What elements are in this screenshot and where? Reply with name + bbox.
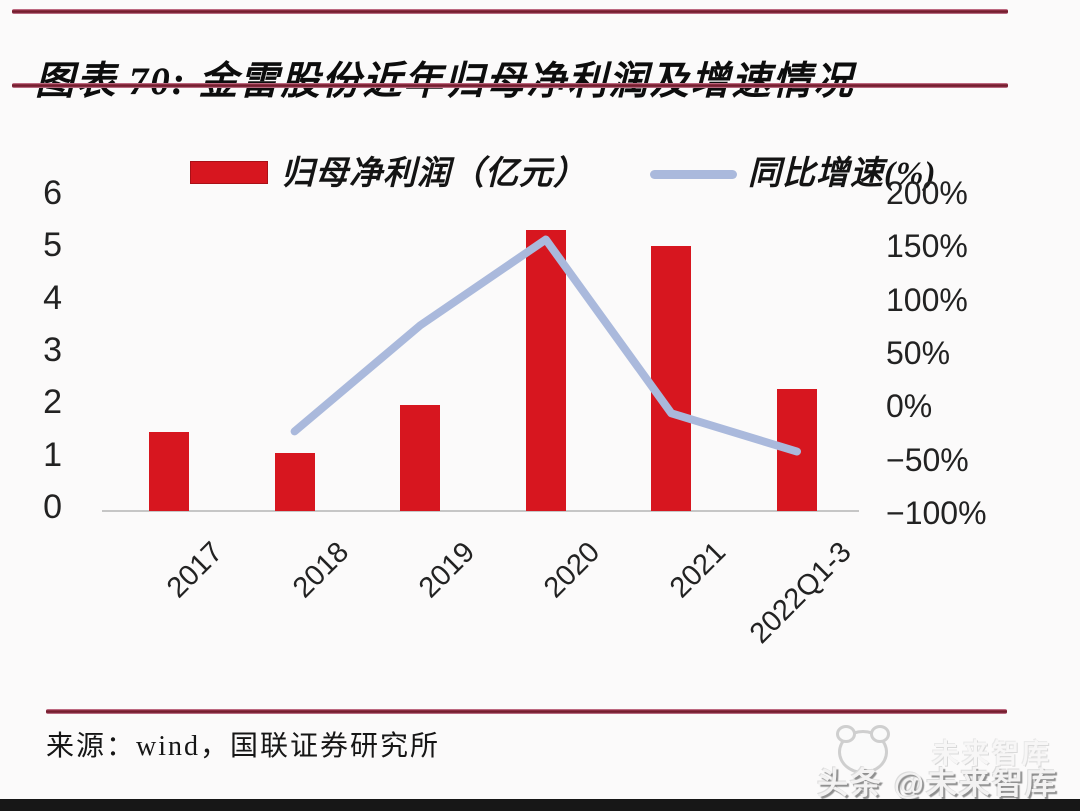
right-tick-0%: 0% [886,388,933,425]
bar-2017 [149,431,189,511]
legend-label-net-profit: 归母净利润（亿元） [281,156,587,192]
bar-2022Q1-3 [777,389,817,511]
watermark-ghost-text: 未来智库 [932,739,1052,769]
right-tick-−50%: −50% [886,441,969,478]
bar-2020 [525,230,566,511]
legend-bar-swatch-icon [190,161,268,184]
source-top-rule [46,709,1007,714]
left-tick-2: 2 [43,383,62,422]
x-label-2019: 2019 [412,536,481,605]
left-tick-3: 3 [43,330,62,369]
left-tick-5: 5 [43,226,62,265]
x-label-2020: 2020 [538,536,607,605]
left-tick-1: 1 [43,435,62,474]
left-tick-0: 0 [43,487,62,526]
bottom-black-bar [0,799,1080,811]
right-tick-150%: 150% [886,228,968,265]
bar-2019 [400,405,441,511]
bar-2018 [274,452,315,511]
x-label-2021: 2021 [663,536,733,605]
left-tick-4: 4 [43,278,62,317]
right-tick-100%: 100% [886,281,968,318]
x-label-2018: 2018 [286,536,356,605]
legend-line-swatch-icon [650,170,737,179]
right-tick-200%: 200% [886,175,968,211]
right-tick-−100%: −100% [886,494,987,531]
x-label-2017: 2017 [161,536,230,605]
figure-title: 图表 70: 金雷股份近年归母净利润及增速情况 [35,60,855,104]
right-tick-50%: 50% [886,334,951,371]
source-note: 来源：wind，国联证券研究所 [46,731,441,762]
x-axis-line [102,510,859,512]
watermark: 未来智库 头条 @未来智库 [802,725,1062,801]
watermark-main-text: 头条 @未来智库 [817,766,1058,801]
legend-label-yoy-growth: 同比增速(%) [748,156,937,192]
left-tick-6: 6 [43,174,62,212]
bar-2021 [651,246,692,511]
title-top-rule [12,9,1008,14]
panda-icon [836,725,890,774]
x-label-2022Q1-3: 2022Q1-3 [743,536,858,650]
title-bottom-rule [12,83,1008,88]
